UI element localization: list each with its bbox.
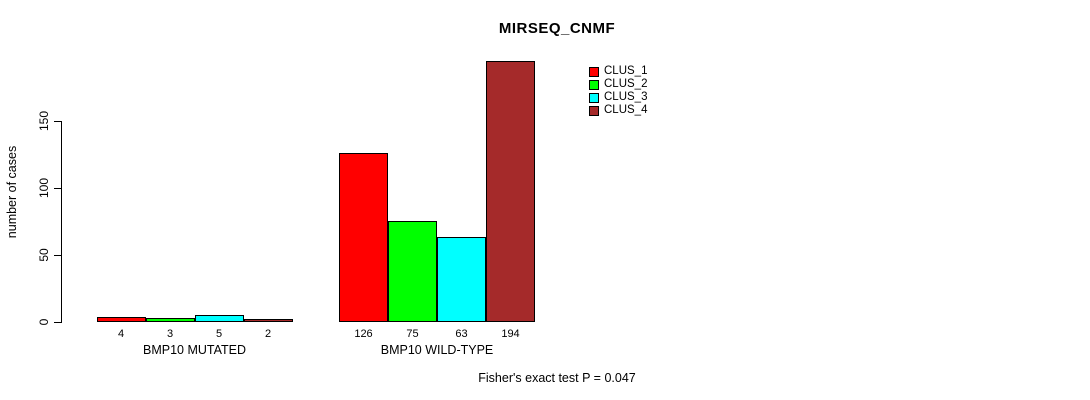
legend-item-clus-3: CLUS_3	[589, 91, 647, 104]
y-axis-tick-label: 100	[37, 177, 51, 198]
legend-item-clus-2: CLUS_2	[589, 78, 647, 91]
bar-clus-4-bmp10-wild-type	[486, 61, 535, 322]
legend-swatch-icon	[589, 79, 599, 90]
y-axis-tick-label: 0	[37, 318, 51, 326]
y-axis-tick	[54, 120, 61, 122]
bar-value-label: 194	[501, 328, 520, 340]
legend-label: CLUS_2	[604, 78, 648, 90]
y-axis-tick	[54, 322, 61, 323]
bar-clus-4-bmp10-mutated	[243, 319, 293, 322]
legend-swatch-icon	[589, 66, 599, 77]
y-axis-line	[61, 120, 62, 323]
bar-clus-3-bmp10-wild-type	[437, 237, 486, 322]
bar-value-label: 5	[215, 328, 223, 340]
bar-value-label: 4	[117, 328, 125, 340]
bar-clus-2-bmp10-mutated	[145, 318, 195, 322]
y-axis-tick	[54, 254, 61, 256]
bar-value-label: 63	[455, 328, 468, 340]
bar-clus-1-bmp10-mutated	[96, 317, 146, 322]
legend-item-clus-4: CLUS_4	[589, 104, 647, 117]
bar-clus-2-bmp10-wild-type	[388, 221, 437, 322]
bar-clus-1-bmp10-wild-type	[339, 153, 388, 322]
legend-label: CLUS_4	[604, 104, 648, 116]
bar-value-label: 75	[406, 328, 419, 340]
y-axis-tick-label: 50	[37, 248, 51, 262]
legend: CLUS_1 CLUS_2 CLUS_3 CLUS_4	[589, 65, 647, 117]
bar-value-label: 126	[354, 328, 373, 340]
bar-value-label: 2	[264, 328, 272, 340]
legend-item-clus-1: CLUS_1	[589, 65, 647, 78]
bar-value-label: 3	[166, 328, 174, 340]
legend-label: CLUS_1	[604, 65, 648, 77]
y-axis-tick-label: 150	[37, 110, 51, 131]
y-axis-tick	[54, 187, 61, 189]
legend-swatch-icon	[589, 92, 599, 103]
group-label-bmp10-wild-type: BMP10 WILD-TYPE	[380, 343, 494, 357]
group-label-bmp10-mutated: BMP10 MUTATED	[142, 343, 247, 357]
chart-title: MIRSEQ_CNMF	[498, 20, 616, 37]
fisher-test-annotation: Fisher's exact test P = 0.047	[478, 371, 636, 385]
bar-clus-3-bmp10-mutated	[194, 315, 244, 322]
y-axis-label: number of cases	[5, 145, 19, 239]
legend-label: CLUS_3	[604, 91, 648, 103]
legend-swatch-icon	[589, 105, 599, 116]
